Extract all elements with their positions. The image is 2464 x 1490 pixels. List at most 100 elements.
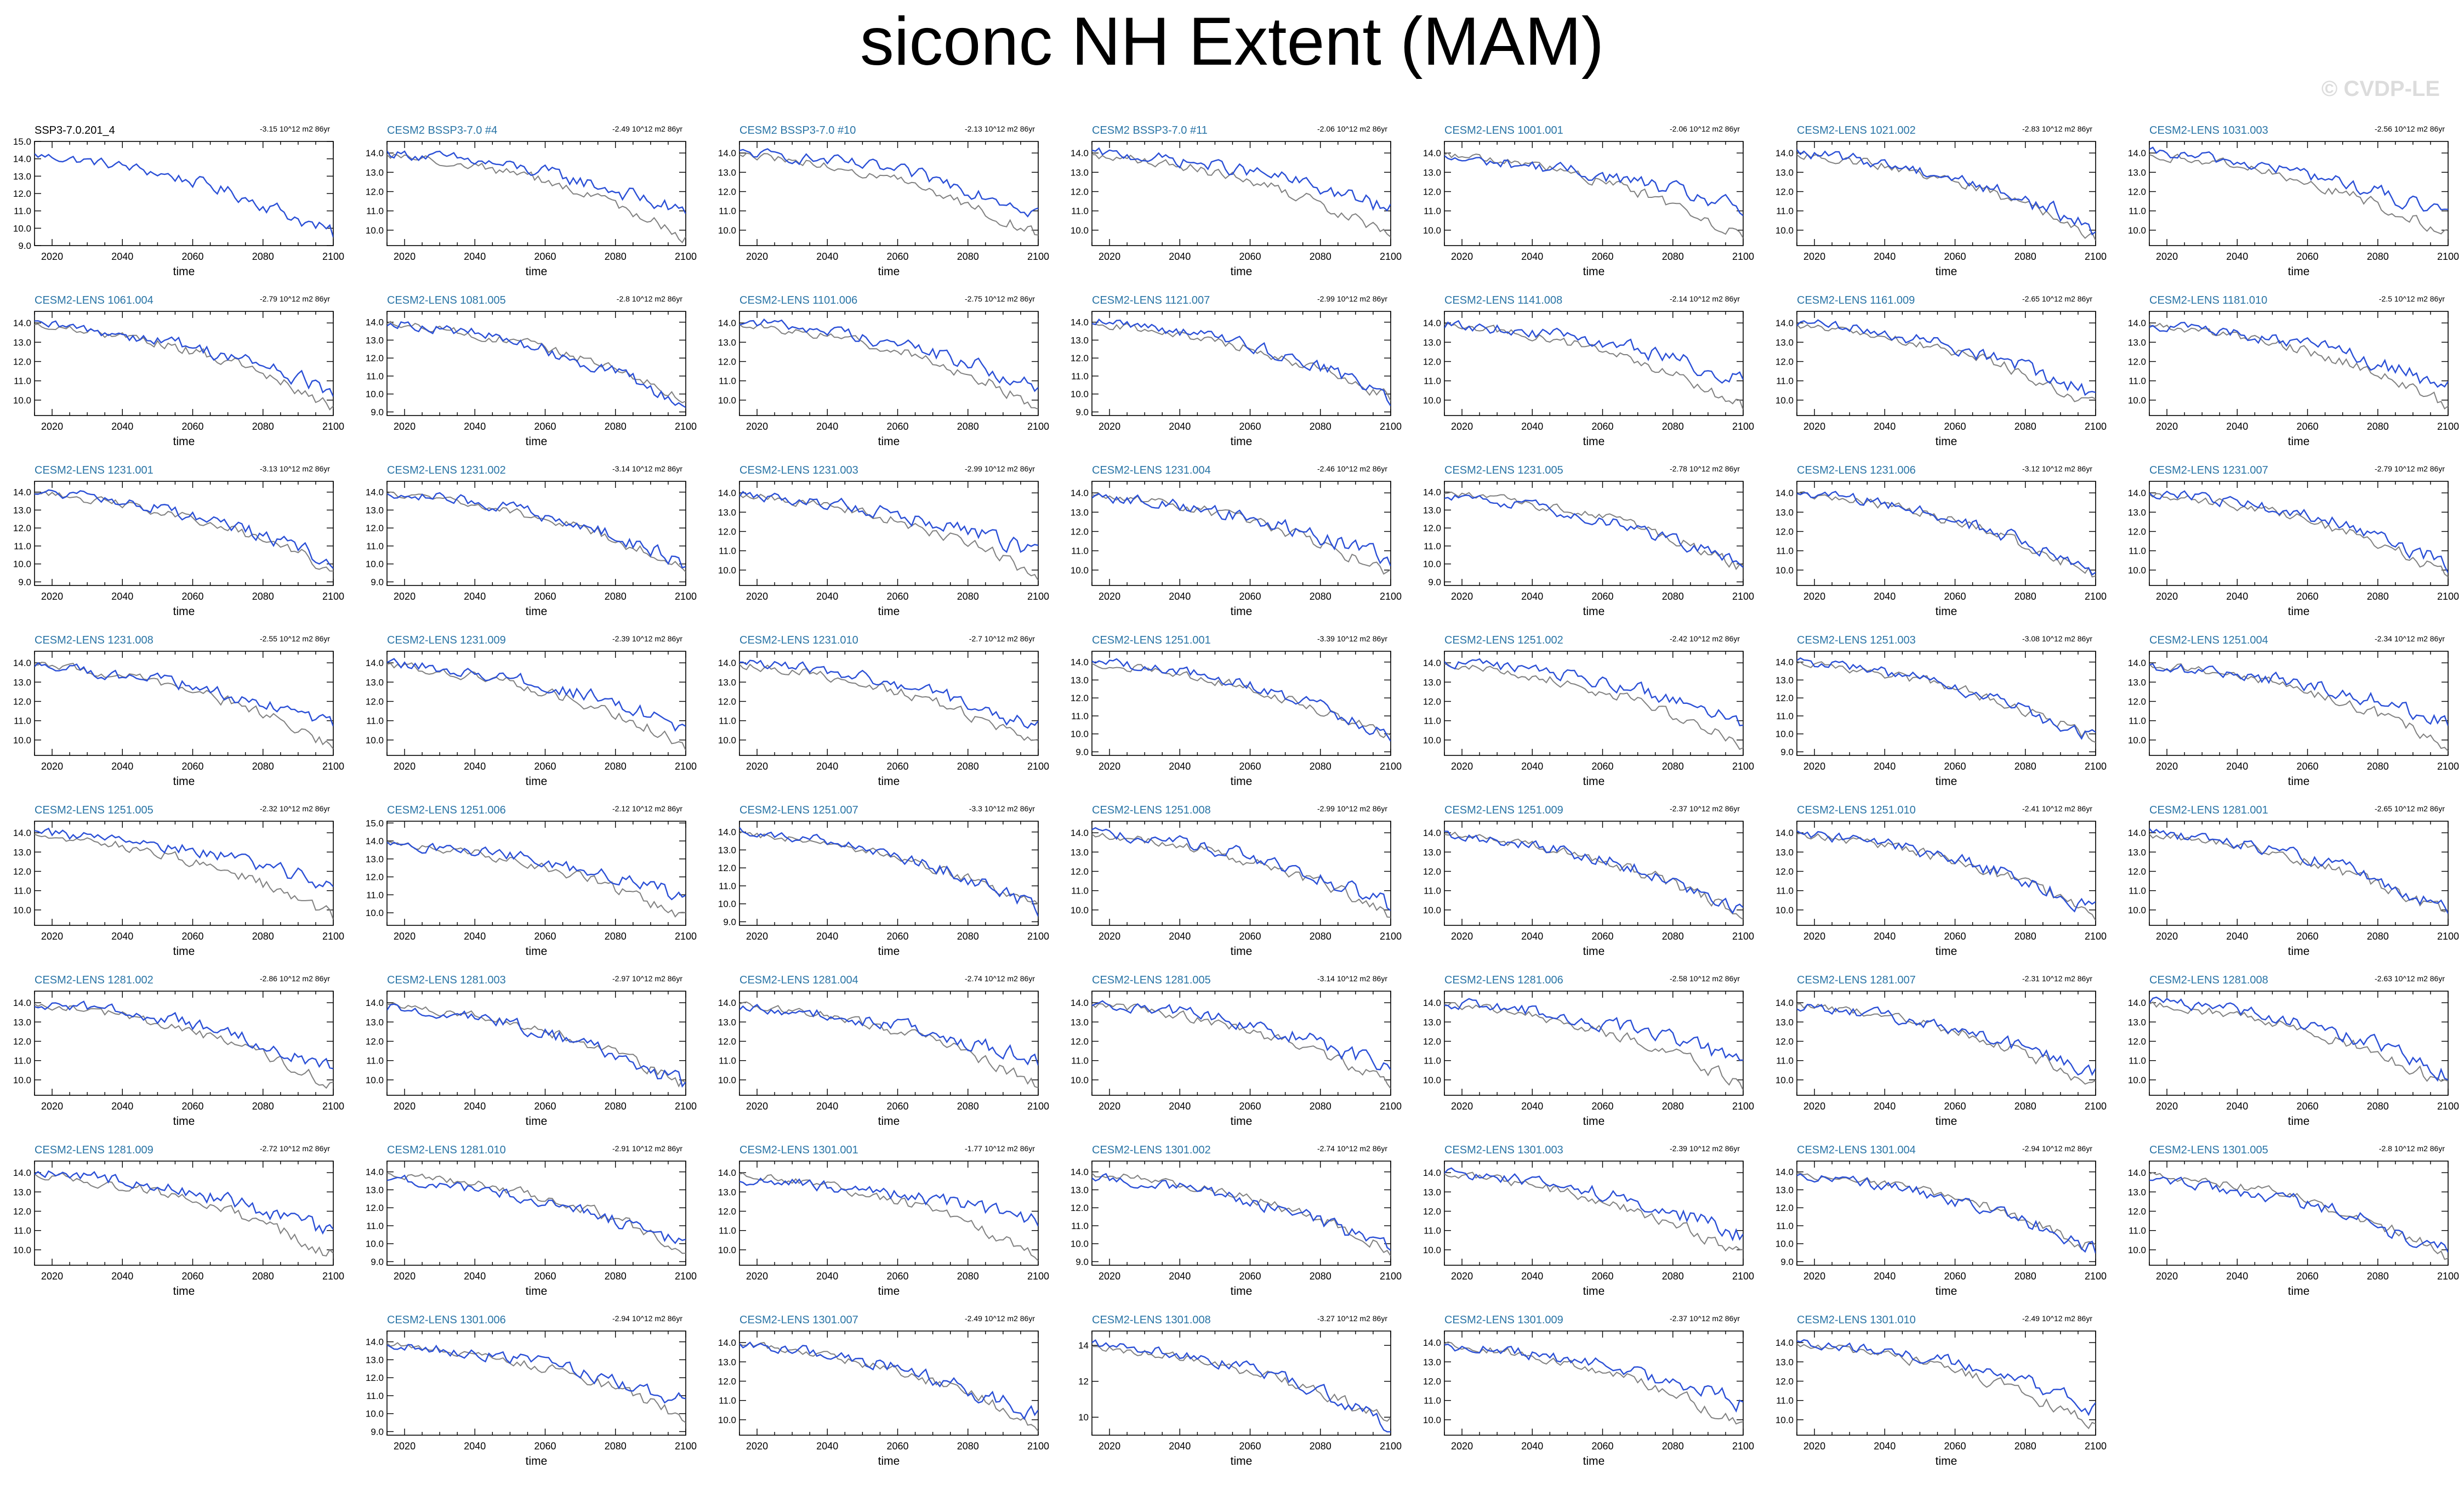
y-tick-label: 14.0 [1071, 1167, 1089, 1178]
ensemble-mean-line [1444, 1341, 1743, 1425]
x-axis-label: time [1583, 1285, 1605, 1298]
y-tick-label: 11.0 [1424, 1056, 1441, 1066]
y-tick-label: 14.0 [2128, 1168, 2146, 1178]
y-tick-label: 13.0 [366, 854, 384, 865]
panel-title: CESM2-LENS 1251.010 [1797, 804, 1916, 816]
y-tick-label: 11.0 [719, 1226, 736, 1236]
trend-label: -2.55 10^12 m2 86yr [260, 634, 330, 643]
panel: CESM2-LENS 1101.006 -2.75 10^12 m2 86yr 20… [718, 294, 1049, 448]
panel-title: CESM2-LENS 1251.007 [739, 804, 858, 816]
x-tick-label: 2020 [1803, 1441, 1825, 1452]
x-axis-label: time [1936, 1115, 1957, 1128]
x-tick-label: 2060 [1944, 1101, 1966, 1112]
ensemble-mean-line [1444, 831, 1743, 920]
y-tick-label: 11.0 [719, 1396, 736, 1406]
member-line [1092, 1000, 1391, 1071]
x-axis-label: time [878, 265, 900, 278]
y-tick-label: 10.0 [13, 905, 31, 915]
y-tick-label: 13.0 [1776, 847, 1794, 857]
y-tick-label: 10.0 [366, 908, 384, 918]
x-tick-label: 2080 [957, 1271, 979, 1282]
page-title: siconc NH Extent (MAM) [860, 4, 1604, 79]
y-tick-label: 11.0 [1776, 1396, 1794, 1406]
y-tick-label: 12.0 [1071, 526, 1089, 537]
y-tick-label: 11.0 [366, 890, 384, 900]
x-tick-label: 2060 [1944, 1271, 1966, 1282]
x-tick-label: 2100 [1027, 761, 1049, 772]
plot-frame [386, 141, 686, 246]
panel-title: CESM2 BSSP3-7.0 #11 [1092, 124, 1208, 137]
y-tick-label: 11.0 [1424, 1226, 1441, 1236]
plot-frame [739, 821, 1039, 926]
x-tick-label: 2040 [111, 931, 133, 942]
y-tick-label: 13.0 [1423, 1357, 1441, 1367]
plot-frame [1444, 1161, 1744, 1266]
panel: CESM2-LENS 1031.003 -2.56 10^12 m2 86yr 20… [2128, 124, 2459, 278]
y-tick-label: 13.0 [2128, 167, 2146, 178]
y-tick-label: 10.0 [2128, 565, 2146, 576]
x-tick-label: 2060 [887, 1271, 909, 1282]
x-tick-label: 2020 [746, 761, 768, 772]
panel: CESM2-LENS 1281.008 -2.63 10^12 m2 86yr 20… [2128, 974, 2459, 1128]
x-tick-label: 2060 [182, 251, 204, 262]
plot-frame [34, 1161, 334, 1266]
x-tick-label: 2060 [534, 1441, 556, 1452]
y-tick-label: 11.0 [1071, 546, 1089, 556]
panel-title: CESM2-LENS 1001.001 [1444, 124, 1563, 137]
member-line [2149, 146, 2448, 212]
x-tick-label: 2020 [1099, 421, 1120, 432]
y-tick-label: 13.0 [13, 1017, 31, 1027]
y-tick-label: 13.0 [1776, 675, 1794, 685]
y-tick-label: 10.0 [1776, 565, 1794, 576]
y-tick-label: 9.0 [723, 917, 736, 927]
x-tick-label: 2020 [41, 1101, 63, 1112]
panel: CESM2-LENS 1281.010 -2.91 10^12 m2 86yr 20… [366, 1144, 697, 1298]
y-tick-label: 14.0 [366, 148, 384, 158]
y-tick-label: 14.0 [1776, 1167, 1794, 1178]
plot-frame [1796, 1161, 2096, 1266]
x-tick-label: 2060 [534, 1271, 556, 1282]
x-tick-label: 2040 [464, 1101, 486, 1112]
x-tick-label: 2040 [1874, 1271, 1896, 1282]
y-tick-label: 12.0 [1423, 1206, 1441, 1216]
x-tick-label: 2060 [887, 251, 909, 262]
y-tick-label: 11.0 [1424, 541, 1441, 551]
y-tick-label: 14.0 [2128, 658, 2146, 668]
x-tick-label: 2080 [2367, 591, 2389, 602]
plot-frame [34, 651, 334, 756]
x-tick-label: 2060 [1944, 421, 1966, 432]
y-tick-label: 11.0 [14, 541, 31, 551]
x-tick-label: 2040 [1169, 421, 1191, 432]
member-line [387, 150, 686, 214]
y-tick-label: 12.0 [1776, 186, 1794, 197]
panel-title: CESM2-LENS 1281.001 [2149, 804, 2268, 816]
panel-title: CESM2-LENS 1281.010 [387, 1144, 506, 1156]
x-tick-label: 2020 [1451, 761, 1473, 772]
y-tick-label: 10.0 [1423, 1415, 1441, 1425]
y-tick-label: 13.0 [718, 167, 736, 178]
trend-label: -2.46 10^12 m2 86yr [1317, 464, 1387, 473]
trend-label: -2.65 10^12 m2 86yr [2022, 294, 2092, 303]
y-tick-label: 13.0 [1423, 847, 1441, 857]
member-line [2149, 490, 2448, 573]
ensemble-mean-line [1444, 663, 1743, 750]
trend-label: -2.75 10^12 m2 86yr [965, 294, 1035, 303]
panel: CESM2 BSSP3-7.0 #4 -2.49 10^12 m2 86yr 202… [366, 124, 697, 278]
panel-title: CESM2-LENS 1231.004 [1092, 464, 1211, 476]
panel-title: CESM2-LENS 1231.002 [387, 464, 506, 476]
x-tick-label: 2060 [1592, 931, 1614, 942]
panel: CESM2-LENS 1301.008 -3.27 10^12 m2 86yr 20… [1078, 1314, 1402, 1468]
trend-label: -3.14 10^12 m2 86yr [1317, 974, 1387, 983]
x-tick-label: 2040 [2226, 761, 2248, 772]
y-tick-label: 10.0 [1423, 735, 1441, 746]
y-tick-label: 10.0 [366, 1409, 384, 1419]
y-tick-label: 9.0 [1780, 747, 1794, 757]
x-tick-label: 2020 [394, 1271, 416, 1282]
y-tick-label: 13.0 [1423, 1187, 1441, 1197]
plot-frame [1091, 311, 1391, 416]
x-tick-label: 2080 [957, 591, 979, 602]
x-tick-label: 2060 [1239, 591, 1261, 602]
member-line [1797, 830, 2096, 913]
trend-label: -2.49 10^12 m2 86yr [612, 124, 682, 133]
panel-title: CESM2-LENS 1081.005 [387, 294, 506, 306]
